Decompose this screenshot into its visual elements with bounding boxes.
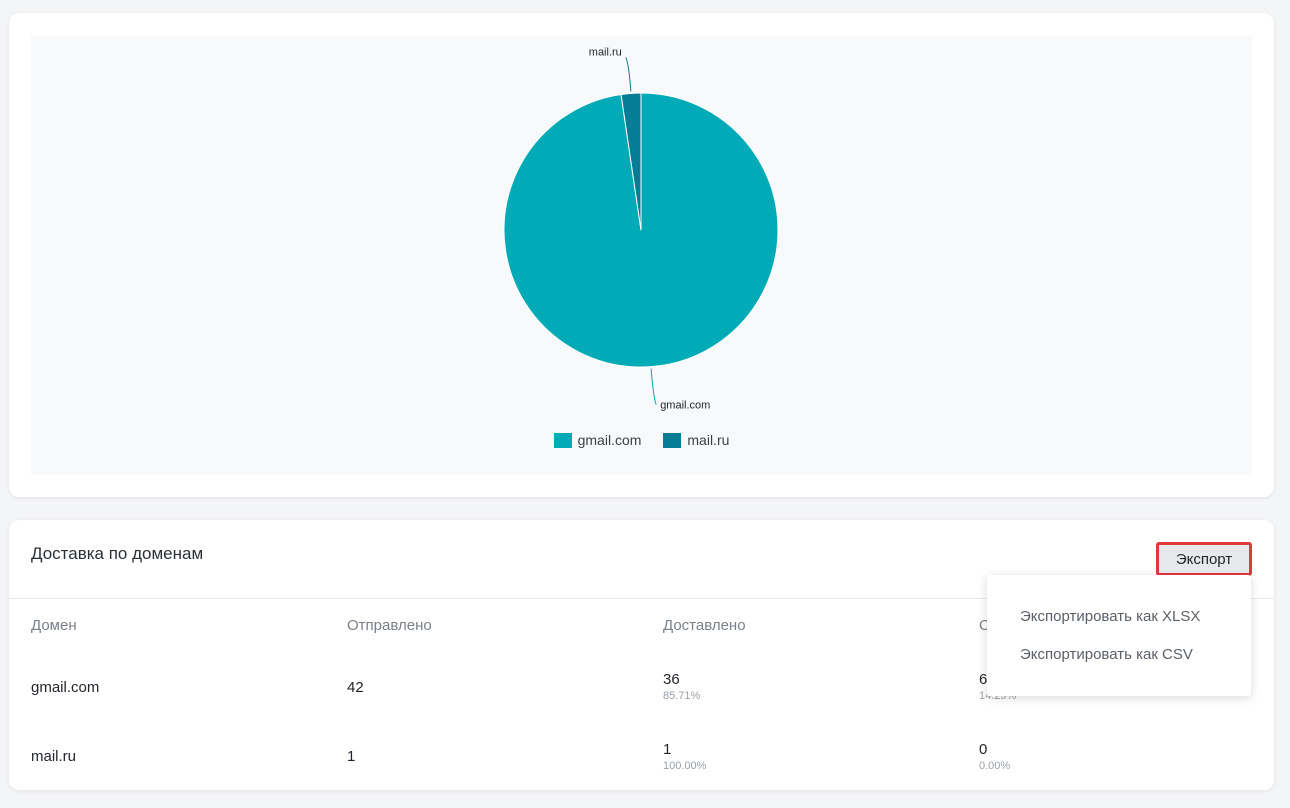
column-header-domain: Домен — [31, 617, 77, 634]
legend-item-mailru[interactable]: mail.ru — [663, 432, 729, 448]
export-dropdown-menu: Экспортировать как XLSX Экспортировать к… — [987, 575, 1251, 696]
cell-domain: mail.ru — [31, 748, 77, 765]
cell-sent: 1 — [347, 748, 356, 765]
cell-sent: 42 — [347, 679, 364, 696]
cell-delivered: 36 — [663, 671, 680, 688]
slice-label-mail-ru: mail.ru — [589, 46, 622, 58]
cell-delivered: 1 — [663, 741, 672, 758]
leader-line-mail-ru — [625, 57, 632, 92]
cell-other: 0 — [979, 741, 988, 758]
column-header-delivered: Доставлено — [663, 617, 746, 634]
column-header-other: О — [979, 617, 991, 634]
legend-swatch-mailru — [663, 432, 682, 448]
leader-line-gmail-com — [650, 368, 657, 405]
legend-label-mailru: mail.ru — [687, 432, 730, 448]
pie-slice-gmail-com[interactable] — [503, 92, 779, 368]
menu-item-export-csv[interactable]: Экспортировать как CSV — [1020, 646, 1193, 663]
legend-swatch-gmail — [553, 432, 572, 448]
slice-label-gmail-com: gmail.com — [660, 400, 710, 412]
cell-delivered-pct: 85.71% — [663, 690, 701, 702]
pie-slice-mail-ru[interactable] — [620, 92, 642, 231]
legend-item-gmail[interactable]: gmail.com — [553, 432, 642, 448]
cell-delivered-pct: 100.00% — [663, 760, 707, 772]
menu-item-export-xlsx[interactable]: Экспортировать как XLSX — [1020, 608, 1201, 625]
card-title: Доставка по доменам — [31, 544, 204, 563]
chart-card: gmail.com mail.ru gmail.com mail.ru — [9, 13, 1274, 497]
column-header-sent: Отправлено — [347, 617, 432, 634]
cell-other: 6 — [979, 671, 988, 688]
chart-legend: gmail.com mail.ru — [31, 432, 1252, 448]
export-button[interactable]: Экспорт — [1156, 542, 1252, 576]
cell-other-pct: 0.00% — [979, 760, 1011, 772]
cell-domain: gmail.com — [31, 679, 100, 696]
divider — [9, 598, 1274, 599]
chart-area: gmail.com mail.ru gmail.com mail.ru — [31, 36, 1252, 475]
legend-label-gmail: gmail.com — [577, 432, 642, 448]
pie-chart: gmail.com mail.ru — [503, 46, 779, 412]
delivery-by-domain-card: Доставка по доменам Экспорт Домен Отправ… — [9, 520, 1274, 790]
